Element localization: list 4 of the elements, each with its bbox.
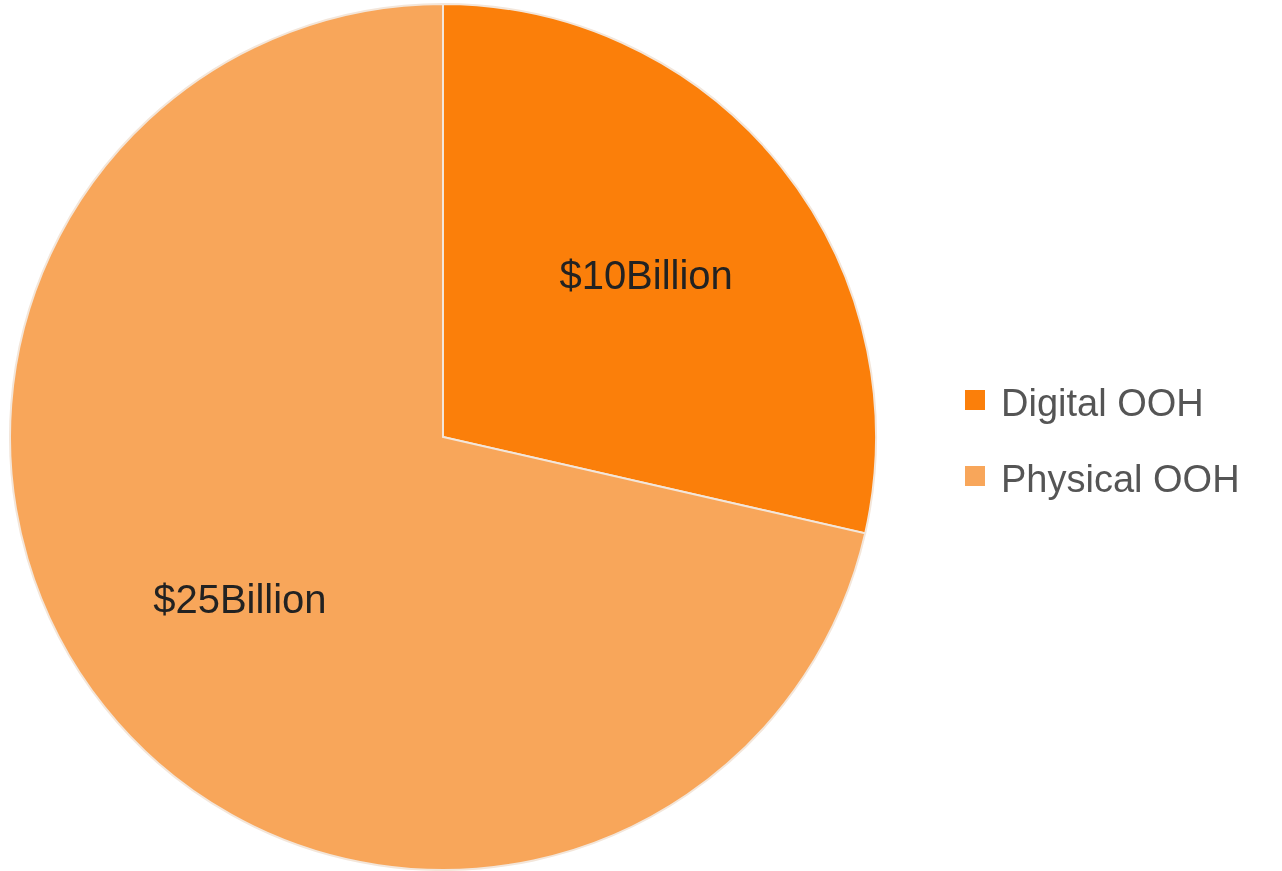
legend-label: Physical OOH: [1001, 458, 1240, 501]
data-label: $10Billion: [559, 253, 733, 298]
data-label: $25Billion: [153, 576, 327, 621]
legend-label: Digital OOH: [1001, 382, 1204, 425]
